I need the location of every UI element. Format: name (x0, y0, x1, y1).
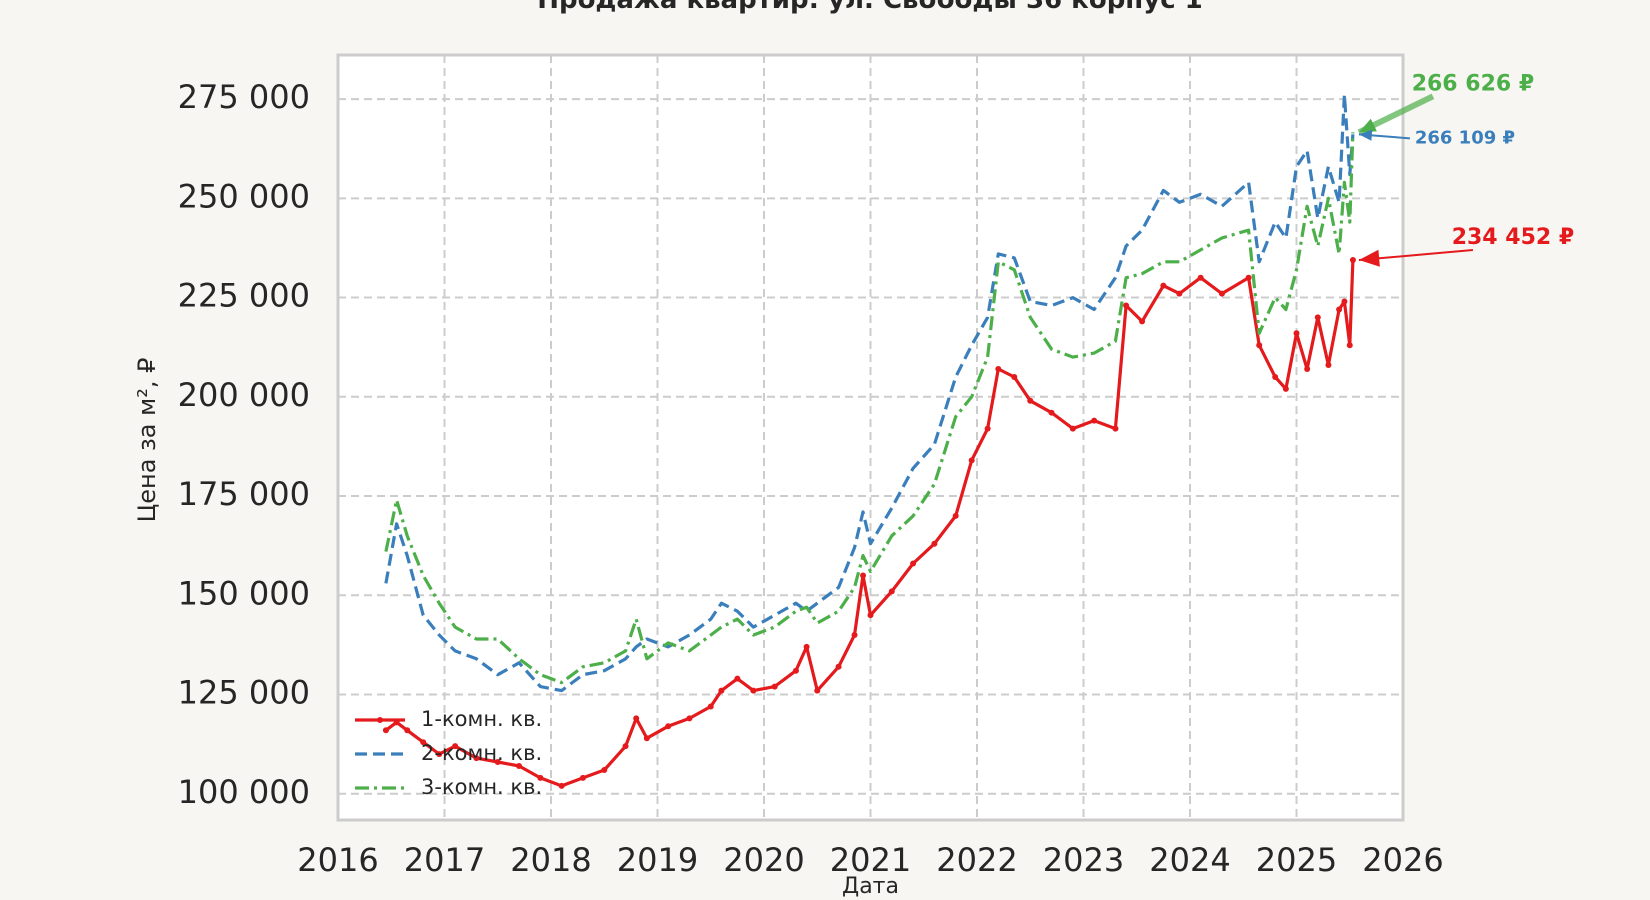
point-marker (686, 715, 693, 722)
point-marker (718, 687, 725, 694)
point-marker (835, 663, 842, 670)
point-marker (1011, 373, 1018, 380)
point-marker (1048, 409, 1055, 416)
point-marker (771, 683, 778, 690)
point-marker (952, 512, 959, 519)
annotation-label: 266 626 ₽ (1412, 71, 1534, 96)
series-line (384, 93, 1355, 693)
point-marker (643, 735, 650, 742)
legend-label: 1-комн. кв. (421, 707, 542, 731)
point-marker (1218, 290, 1225, 297)
point-marker (1176, 290, 1183, 297)
x-axis-label: Дата (842, 874, 899, 899)
point-marker (404, 727, 411, 734)
point-marker (1314, 314, 1321, 321)
annotation-label: 234 452 ₽ (1452, 225, 1574, 250)
y-tick-label: 100 000 (178, 773, 310, 811)
point-marker (382, 727, 389, 734)
legend-label: 2-комн. кв. (421, 741, 542, 765)
point-marker (1272, 373, 1279, 380)
point-marker (665, 723, 672, 730)
plot-border (336, 53, 1405, 822)
point-marker (1139, 318, 1146, 325)
point-marker (1197, 274, 1204, 281)
y-tick-label: 150 000 (178, 574, 310, 612)
point-marker (1245, 274, 1252, 281)
point-marker (968, 457, 975, 464)
point-marker (1112, 425, 1119, 432)
y-tick-label: 175 000 (178, 475, 310, 513)
annotation-arrowhead (1358, 249, 1380, 267)
point-marker (803, 643, 810, 650)
point-marker (792, 667, 799, 674)
x-tick-label: 2017 (404, 841, 485, 879)
point-marker (910, 560, 917, 567)
point-marker (1325, 362, 1332, 369)
x-tick-label: 2023 (1043, 841, 1124, 879)
point-marker (860, 572, 867, 579)
point-marker (516, 763, 523, 770)
point-marker (558, 782, 565, 789)
x-tick-label: 2024 (1149, 841, 1230, 879)
point-marker (1027, 397, 1034, 404)
point-marker (1091, 417, 1098, 424)
y-axis-label: Цена за м², ₽ (133, 358, 161, 523)
point-marker (750, 687, 757, 694)
point-marker (473, 755, 480, 762)
point-marker (1069, 425, 1076, 432)
point-marker (622, 743, 629, 750)
point-marker (1256, 342, 1263, 349)
point-marker (814, 687, 821, 694)
point-marker (1282, 385, 1289, 392)
x-tick-label: 2021 (830, 841, 911, 879)
point-marker (633, 715, 640, 722)
point-marker (867, 612, 874, 619)
point-marker (1293, 330, 1300, 337)
annotation-arrowhead (1358, 118, 1377, 133)
x-tick-label: 2020 (723, 841, 804, 879)
point-marker (601, 766, 608, 773)
point-marker (851, 632, 858, 639)
point-marker (436, 751, 443, 758)
point-marker (995, 366, 1002, 373)
point-marker (452, 743, 459, 750)
y-tick-label: 200 000 (178, 376, 310, 414)
annotation-label: 266 109 ₽ (1415, 127, 1515, 148)
annotation-arrowhead (1358, 129, 1373, 141)
y-tick-label: 250 000 (178, 177, 310, 215)
x-tick-label: 2026 (1362, 841, 1443, 879)
point-marker (1304, 366, 1311, 373)
y-tick-label: 225 000 (178, 277, 310, 315)
point-marker (1336, 306, 1343, 313)
point-marker (931, 540, 938, 547)
point-marker (420, 739, 427, 746)
x-tick-label: 2022 (936, 841, 1017, 879)
point-marker (579, 774, 586, 781)
point-marker (1123, 302, 1130, 309)
chart-title: Продажа квартир: ул. Свободы 36 корпус 1 (537, 0, 1203, 15)
y-tick-label: 275 000 (178, 78, 310, 116)
point-marker (1160, 282, 1167, 289)
x-tick-label: 2019 (617, 841, 698, 879)
legend-label: 3-комн. кв. (421, 775, 542, 799)
point-marker (537, 774, 544, 781)
x-tick-label: 2025 (1256, 841, 1337, 879)
point-marker (1341, 298, 1348, 305)
legend-marker (377, 717, 383, 723)
point-marker (888, 588, 895, 595)
point-marker (1346, 342, 1353, 349)
point-marker (734, 675, 741, 682)
x-tick-label: 2016 (297, 841, 378, 879)
point-marker (984, 425, 991, 432)
x-tick-label: 2018 (510, 841, 591, 879)
point-marker (1349, 257, 1356, 264)
y-tick-label: 125 000 (178, 674, 310, 712)
series-line (384, 132, 1355, 685)
point-marker (707, 703, 714, 710)
point-marker (494, 759, 501, 766)
